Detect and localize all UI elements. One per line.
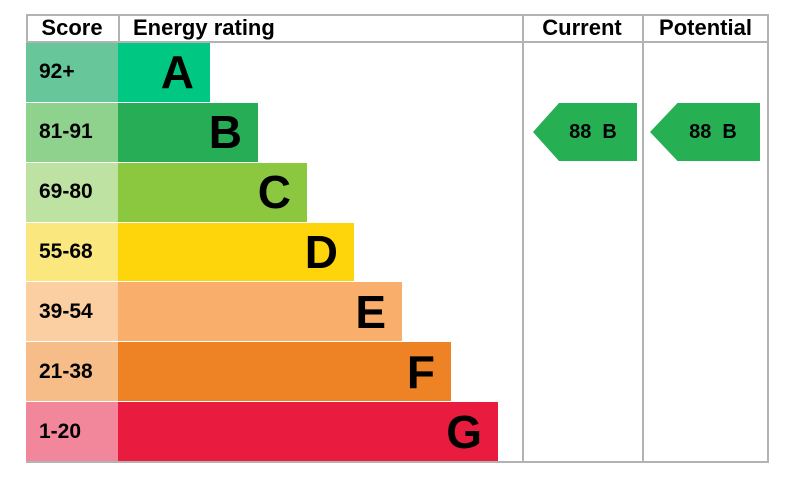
band-b-score-range-cell: 81-91 [26,102,118,162]
band-e-bar: E [118,282,402,342]
band-c-letter: C [257,166,291,219]
grid-header-bottom-border [26,41,769,43]
band-row-d: 55-68 D [26,222,769,283]
potential-band-letter: B [722,120,737,143]
band-row-b: 81-91 B [26,102,769,163]
band-g-bar: G [118,402,498,462]
band-f-letter: F [406,345,435,398]
grid-bottom-border [26,461,769,463]
band-e-score-range-cell: 39-54 [26,282,118,342]
band-a-score-range-cell: 92+ [26,43,118,102]
grid-score-divider [118,14,120,43]
current-score-value: 88 [569,120,592,143]
band-d-letter: D [304,226,338,278]
band-rows: 92+ A 81-91 B 69-80 C 55-68 D 39-54 E 21… [26,43,769,462]
band-g-score-range-label: 1-20 [39,419,82,443]
band-c-bar: C [118,162,307,222]
band-f-score-range-cell: 21-38 [26,342,118,402]
band-a-letter: A [160,46,194,99]
band-e-score-range-label: 39-54 [39,299,93,323]
band-c-score-range-label: 69-80 [39,180,93,204]
grid-right-border [767,14,769,463]
band-d-bar: D [118,222,354,282]
potential-column-header: Potential [659,15,752,40]
band-a-bar: A [118,43,210,102]
band-c-score-range-cell: 69-80 [26,162,118,222]
current-band-letter: B [602,120,617,143]
band-row-f: 21-38 F [26,342,769,403]
band-g-score-range-cell: 1-20 [26,402,118,462]
grid-header-left-border [26,14,28,43]
band-row-c: 69-80 C [26,162,769,223]
band-g-letter: G [446,405,482,458]
band-row-e: 39-54 E [26,282,769,343]
band-e-letter: E [355,285,386,338]
potential-score-value: 88 [689,120,712,143]
band-b-bar: B [118,102,258,162]
epc-rating-chart: Score Energy rating Current Potential 92… [26,14,769,463]
current-column-header: Current [542,15,622,40]
band-f-score-range-label: 21-38 [39,359,93,383]
band-d-score-range-label: 55-68 [39,240,93,263]
score-column-header: Score [41,15,103,40]
band-row-g: 1-20 G [26,402,769,462]
band-b-letter: B [208,106,242,159]
band-d-score-range-cell: 55-68 [26,222,118,282]
grid-top-border [26,14,769,16]
band-b-score-range-label: 81-91 [39,120,93,144]
band-a-score-range-label: 92+ [39,60,75,84]
energy-rating-column-header: Energy rating [133,15,275,40]
grid-current-potential-divider [642,14,644,463]
band-row-a: 92+ A [26,43,769,103]
grid-current-left-divider [522,14,524,463]
band-f-bar: F [118,342,451,402]
